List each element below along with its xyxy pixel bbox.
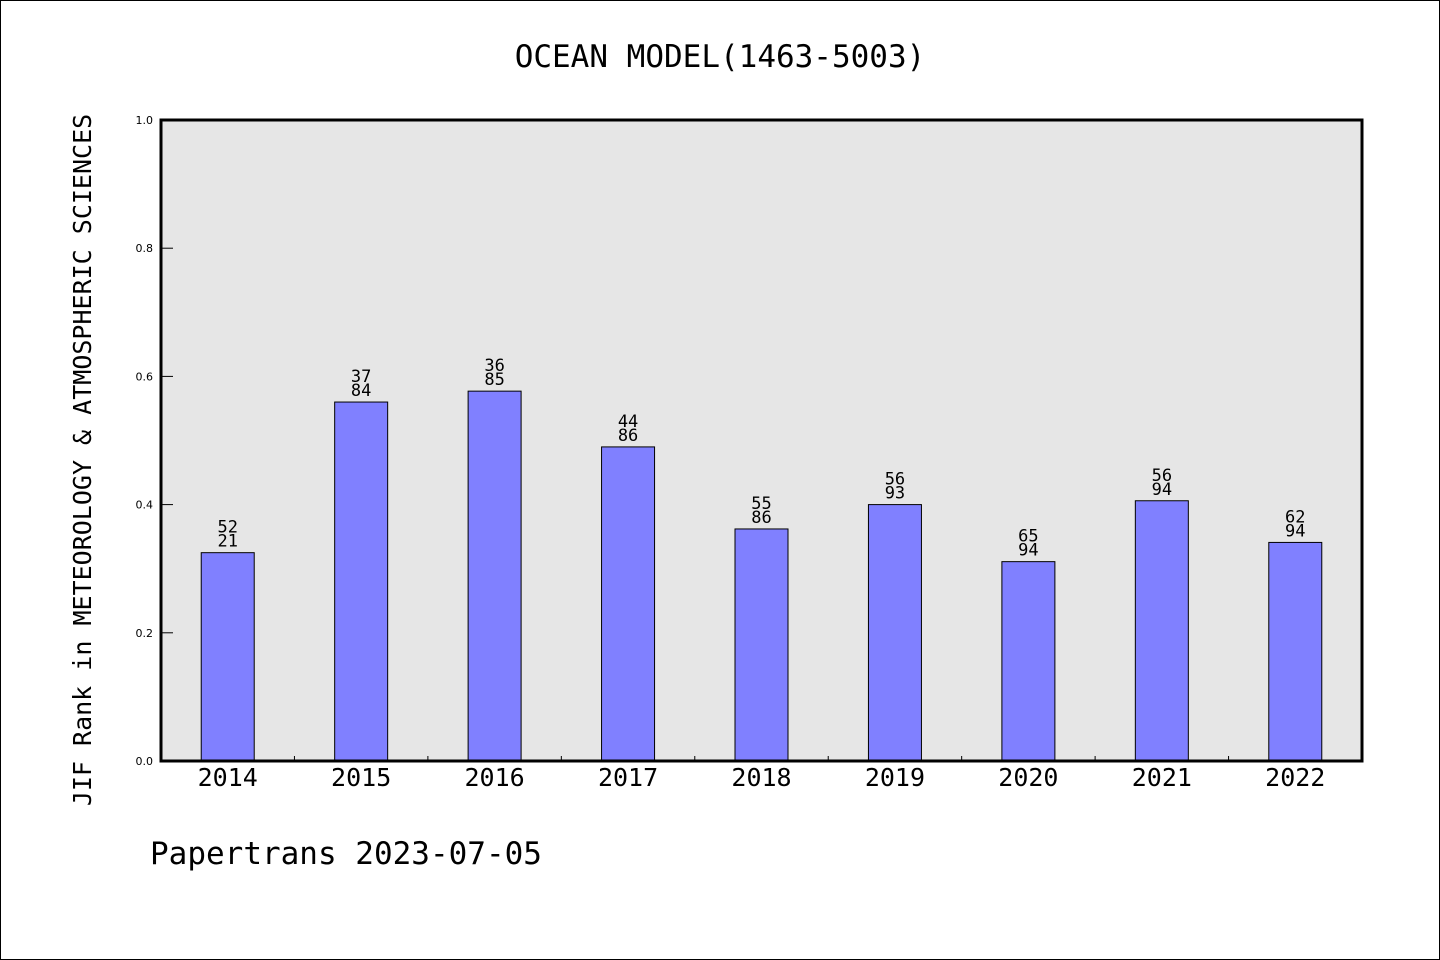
rank-label-bottom-2019: 93 bbox=[885, 484, 905, 504]
rank-label-top-2015: 37 bbox=[351, 367, 371, 387]
x-tick-label-2020: 2020 bbox=[998, 763, 1058, 792]
rank-label-top-2021: 56 bbox=[1152, 466, 1172, 486]
rank-label-top-2016: 36 bbox=[484, 356, 504, 376]
y-tick-label: 1.0 bbox=[136, 114, 154, 127]
rank-label-top-2014: 52 bbox=[217, 518, 237, 538]
x-tick-label-2014: 2014 bbox=[198, 763, 258, 792]
bar-2020 bbox=[1001, 561, 1056, 762]
footer-credit: Papertrans 2023-07-05 bbox=[150, 836, 542, 872]
x-ticks-group: 2014 2015 2016 2017 2018 2019 2020 2021 2022 bbox=[198, 756, 1325, 792]
x-tick-label-2019: 2019 bbox=[865, 763, 925, 792]
y-tick-label: 0.6 bbox=[136, 370, 154, 383]
rank-label-top-2022: 62 bbox=[1285, 507, 1305, 527]
bar-2021 bbox=[1134, 500, 1189, 762]
y-tick-label: 0.0 bbox=[136, 755, 154, 768]
x-tick-label-2022: 2022 bbox=[1265, 763, 1325, 792]
rank-label-bottom-2021: 94 bbox=[1152, 480, 1172, 500]
x-tick-label-2018: 2018 bbox=[731, 763, 791, 792]
rank-label-bottom-2022: 94 bbox=[1285, 521, 1305, 541]
rank-label-bottom-2015: 84 bbox=[351, 381, 371, 401]
y-tick-label: 0.4 bbox=[136, 499, 154, 512]
bar-2015 bbox=[334, 401, 389, 762]
y-ticks-group: 0.0 0.2 0.4 0.6 0.8 1.0 bbox=[136, 114, 173, 768]
chart-title: OCEAN MODEL(1463-5003) bbox=[515, 39, 926, 75]
bar-2014 bbox=[200, 552, 255, 762]
rank-label-top-2020: 65 bbox=[1018, 527, 1038, 547]
rank-label-bottom-2017: 86 bbox=[618, 426, 638, 446]
x-tick-label-2016: 2016 bbox=[465, 763, 525, 792]
rank-label-top-2017: 44 bbox=[618, 412, 638, 432]
bar-2017 bbox=[601, 446, 656, 762]
y-axis-label: JIF Rank in METEOROLOGY & ATMOSPHERIC SC… bbox=[68, 114, 97, 806]
rank-label-top-2019: 56 bbox=[885, 470, 905, 490]
bar-2018 bbox=[734, 528, 789, 762]
bar-2022 bbox=[1268, 541, 1323, 762]
rank-label-bottom-2020: 94 bbox=[1018, 541, 1038, 561]
x-tick-label-2015: 2015 bbox=[331, 763, 391, 792]
bars-group bbox=[200, 390, 1323, 762]
y-tick-label: 0.2 bbox=[136, 627, 154, 640]
rank-label-bottom-2014: 21 bbox=[217, 532, 237, 552]
rank-label-top-2018: 55 bbox=[751, 494, 771, 514]
rank-label-bottom-2016: 85 bbox=[484, 370, 504, 390]
y-tick-label: 0.8 bbox=[136, 242, 154, 255]
x-tick-label-2017: 2017 bbox=[598, 763, 658, 792]
bar-2019 bbox=[867, 504, 922, 762]
bar-2016 bbox=[467, 390, 522, 762]
plot-border bbox=[159, 118, 1364, 763]
rank-label-bottom-2018: 86 bbox=[751, 508, 771, 528]
x-tick-label-2021: 2021 bbox=[1132, 763, 1192, 792]
